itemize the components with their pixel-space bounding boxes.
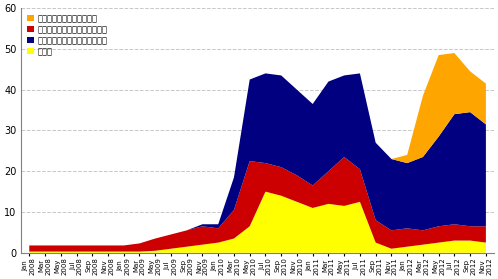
- Legend: ワークプログラムに不参加, 訓練・雇用プログラムに不参加, アドバイザーとの面談に不参加, その他: ワークプログラムに不参加, 訓練・雇用プログラムに不参加, アドバイザーとの面談…: [25, 12, 109, 58]
